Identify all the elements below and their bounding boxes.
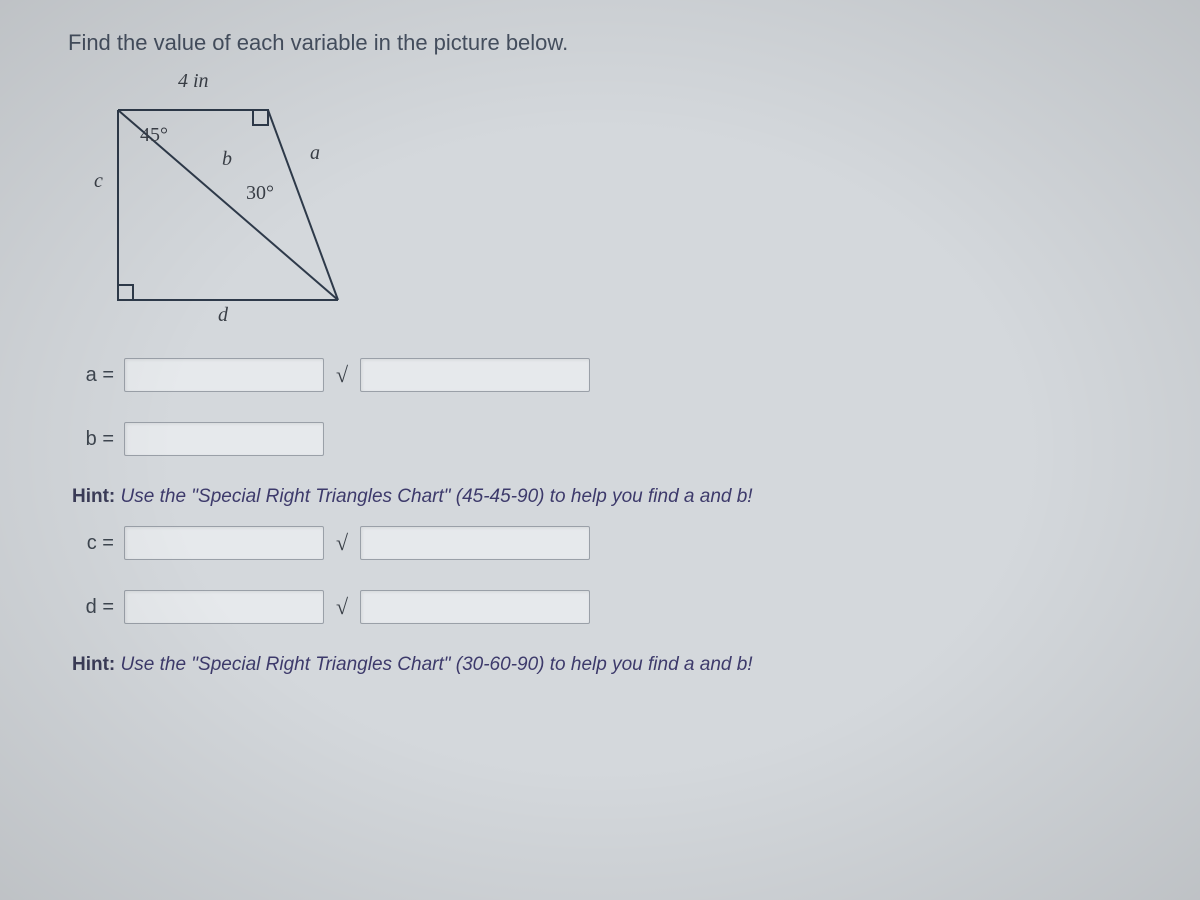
hint-1: Hint: Use the "Special Right Triangles C…	[72, 486, 1148, 508]
label-side-c: c	[94, 170, 103, 193]
answer-row-a: a = √	[74, 358, 1148, 392]
label-side-b: b	[222, 148, 232, 171]
answer-section-cd: c = √ d = √	[74, 526, 1148, 624]
radical-symbol-d: √	[334, 594, 350, 620]
input-a-coeff[interactable]	[124, 358, 324, 392]
input-d-coeff[interactable]	[124, 590, 324, 624]
label-d-equals: d =	[74, 596, 114, 619]
hint-1-prefix: Hint:	[72, 486, 115, 507]
answer-row-b: b =	[74, 422, 1148, 456]
input-c-coeff[interactable]	[124, 526, 324, 560]
triangle-figure: 4 in 45° 30° c	[78, 70, 398, 340]
label-a-equals: a =	[74, 364, 114, 387]
label-angle-45: 45°	[140, 124, 168, 147]
triangle-svg	[78, 70, 398, 340]
label-c-equals: c =	[74, 532, 114, 555]
label-side-a: a	[310, 142, 320, 165]
input-c-radicand[interactable]	[360, 526, 590, 560]
label-b-equals: b =	[74, 428, 114, 451]
radical-symbol-c: √	[334, 530, 350, 556]
hint-2-text: Use the "Special Right Triangles Chart" …	[115, 654, 752, 675]
hint-1-text: Use the "Special Right Triangles Chart" …	[115, 486, 752, 507]
input-b-coeff[interactable]	[124, 422, 324, 456]
label-top-4in: 4 in	[178, 70, 209, 93]
label-angle-30: 30°	[246, 182, 274, 205]
hint-2: Hint: Use the "Special Right Triangles C…	[72, 654, 1148, 676]
answer-row-d: d = √	[74, 590, 1148, 624]
input-d-radicand[interactable]	[360, 590, 590, 624]
label-side-d: d	[218, 304, 228, 327]
question-prompt: Find the value of each variable in the p…	[68, 30, 1148, 56]
answer-row-c: c = √	[74, 526, 1148, 560]
input-a-radicand[interactable]	[360, 358, 590, 392]
hint-2-prefix: Hint:	[72, 654, 115, 675]
worksheet-page: Find the value of each variable in the p…	[20, 0, 1180, 900]
radical-symbol-a: √	[334, 362, 350, 388]
answer-section-ab: a = √ b =	[74, 358, 1148, 456]
